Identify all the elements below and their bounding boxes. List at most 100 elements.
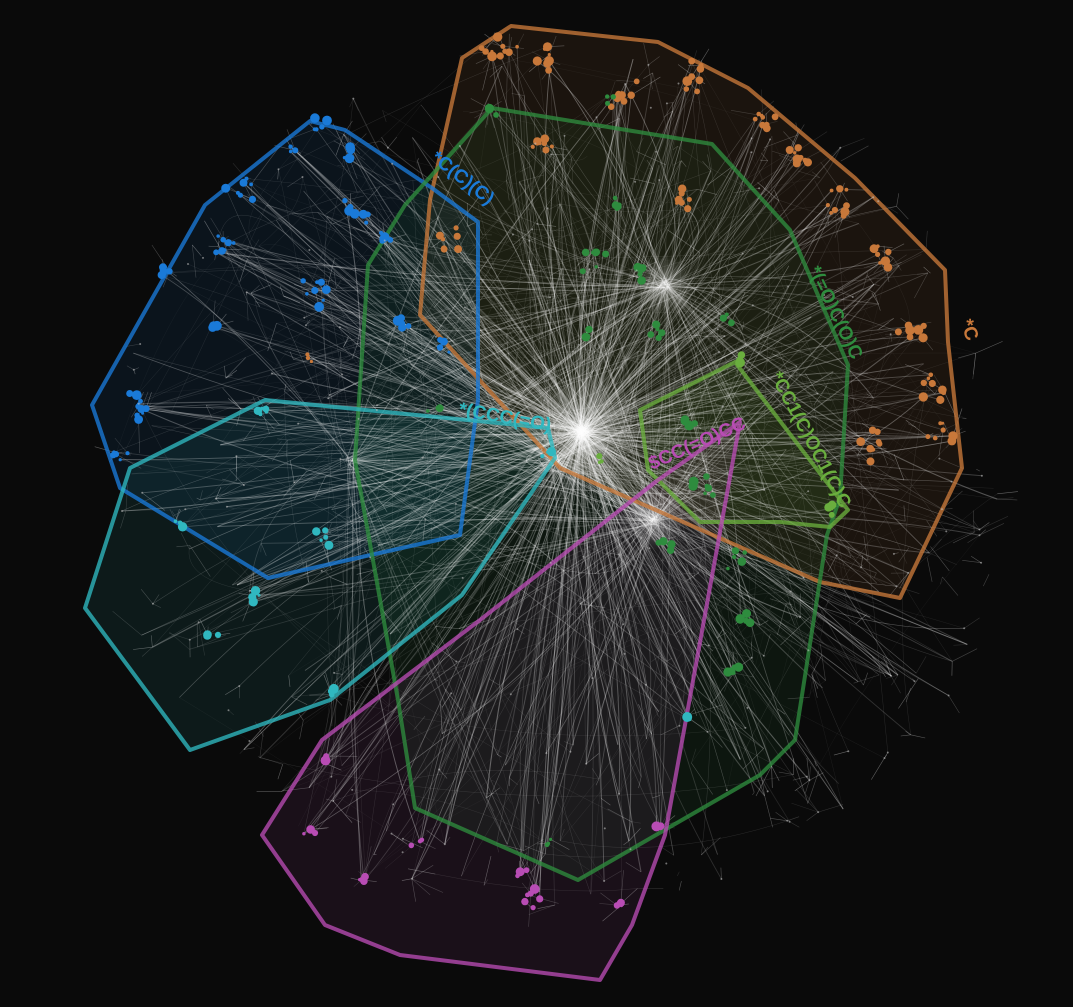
node-lime-310 (737, 351, 746, 359)
edge-2208 (308, 554, 837, 788)
node-orange-10 (547, 53, 551, 57)
node-orange-41 (752, 116, 758, 122)
edge-863 (318, 306, 552, 462)
edge-655 (518, 181, 660, 527)
edge-2107 (316, 282, 446, 845)
node-gray-434 (746, 706, 749, 709)
edge-1289 (564, 145, 573, 159)
node-magenta-316 (320, 755, 331, 766)
edge-1728 (373, 323, 403, 345)
node-blue-147 (317, 278, 325, 286)
node-gray-472 (980, 561, 983, 564)
node-orange-117 (454, 245, 463, 254)
node-gray-502 (214, 497, 217, 500)
edge-2117 (537, 451, 592, 895)
edge-1060 (664, 335, 687, 347)
edge-660 (363, 457, 560, 882)
edge-2141 (225, 187, 899, 491)
edge-1697 (330, 577, 348, 585)
node-gray-506 (225, 505, 228, 508)
node-gray-382 (352, 97, 355, 100)
edge-971 (418, 370, 423, 384)
node-lime-308 (828, 511, 835, 518)
edge-238 (556, 464, 660, 712)
edge-636 (249, 461, 551, 592)
edge-1812 (746, 330, 761, 348)
edge-1434 (929, 552, 957, 565)
node-blue-138 (342, 197, 348, 204)
node-orange-90 (948, 431, 958, 441)
node-blue-165 (159, 266, 168, 275)
edge-1050 (314, 475, 327, 500)
edge-272 (314, 282, 666, 292)
edge-1254 (636, 137, 644, 152)
node-blue-169 (141, 411, 145, 415)
edge-355 (317, 211, 667, 289)
edge-1484 (693, 552, 710, 569)
node-gray-455 (623, 652, 626, 655)
hull-fill-magenta (262, 422, 740, 980)
edge-2217 (220, 107, 489, 446)
edge-1082 (899, 572, 909, 589)
edge-393 (655, 396, 924, 522)
edge-2199 (669, 285, 739, 668)
edge-1714 (231, 253, 251, 263)
edge-2172 (333, 578, 572, 674)
edge-1011 (926, 557, 933, 582)
edge-1715 (910, 734, 926, 739)
edge-315 (668, 288, 741, 619)
edge-126 (392, 518, 654, 805)
edge-1765 (702, 160, 711, 172)
edge-1265 (514, 141, 531, 167)
edge-427 (281, 517, 654, 792)
node-gray-498 (563, 134, 566, 137)
node-blue-176 (134, 415, 144, 424)
edge-2020 (390, 503, 664, 542)
edge-564 (345, 460, 536, 890)
edge-1690 (550, 839, 570, 850)
node-gray-512 (421, 456, 424, 459)
edge-2192 (506, 95, 529, 335)
edge-1631 (862, 272, 868, 289)
node-gray-346 (807, 490, 810, 493)
edge-2156 (896, 529, 980, 587)
edge-2081 (306, 98, 354, 294)
node-gray-492 (851, 296, 854, 298)
edge-595 (249, 261, 577, 429)
node-gray-480 (618, 553, 620, 556)
edge-382 (667, 286, 899, 676)
edge-2163 (439, 295, 772, 409)
edge-1668 (325, 522, 332, 538)
node-orange-98 (871, 447, 876, 452)
edge-1162 (855, 614, 867, 625)
node-cyan-278 (264, 409, 269, 414)
edge-1859 (586, 753, 599, 765)
edge-1201 (354, 504, 384, 521)
edge-1901 (764, 795, 773, 828)
node-gray-366 (184, 508, 187, 511)
edge-277 (253, 460, 560, 603)
edge-1925 (434, 220, 443, 232)
edge-842 (653, 515, 980, 536)
edge-873 (410, 283, 666, 365)
node-orange-76 (926, 376, 931, 381)
edge-1893 (638, 351, 665, 357)
node-orange-107 (540, 134, 550, 144)
edge-1245 (537, 223, 557, 227)
edge-1078 (435, 626, 460, 629)
edge-1575 (560, 351, 574, 353)
edge-1329 (486, 792, 494, 798)
edge-2047 (514, 236, 623, 367)
edge-2099 (333, 158, 573, 689)
edge-2143 (237, 192, 590, 270)
edge-2200 (376, 489, 798, 570)
edge-1248 (742, 247, 757, 254)
edge-2080 (598, 325, 924, 780)
edge-1335 (682, 530, 712, 558)
edge-1091 (673, 438, 680, 445)
edge-2108 (340, 458, 868, 561)
edge-1102 (863, 535, 868, 561)
edge-1528 (707, 165, 734, 186)
edge-1403 (653, 434, 662, 450)
node-gray-416 (945, 530, 948, 533)
